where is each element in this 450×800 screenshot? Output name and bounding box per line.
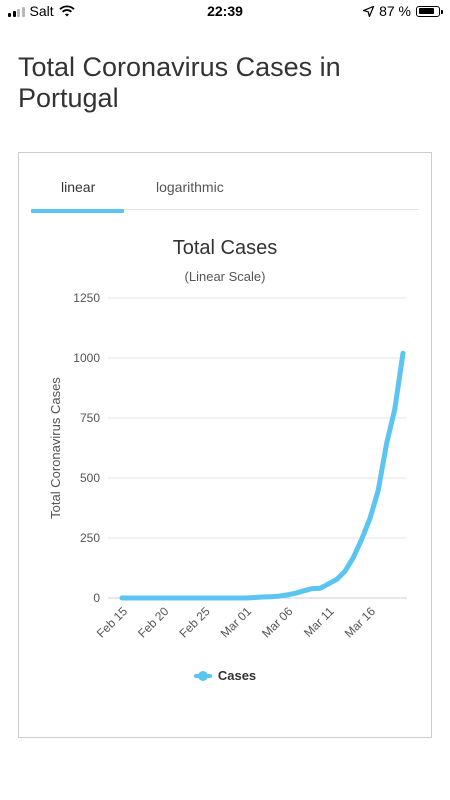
tab-logarithmic[interactable]: logarithmic bbox=[156, 179, 224, 195]
x-tick-label: Mar 16 bbox=[342, 604, 379, 641]
status-left: Salt bbox=[8, 3, 75, 19]
status-time: 22:39 bbox=[207, 3, 243, 19]
x-tick-label: Mar 11 bbox=[301, 604, 337, 640]
carrier-name: Salt bbox=[29, 3, 54, 19]
chart-subtitle: (Linear Scale) bbox=[184, 269, 266, 284]
chart-legend[interactable]: Cases bbox=[19, 668, 431, 683]
y-tick-label: 750 bbox=[80, 411, 100, 425]
y-tick-label: 0 bbox=[93, 591, 100, 605]
signal-icon bbox=[8, 6, 25, 17]
y-tick-label: 500 bbox=[80, 471, 100, 485]
status-bar: Salt 22:39 87 % bbox=[0, 0, 450, 24]
legend-label: Cases bbox=[217, 668, 257, 683]
wifi-icon bbox=[58, 5, 75, 17]
x-tick-label: Feb 15 bbox=[94, 604, 131, 641]
active-tab-indicator bbox=[31, 209, 124, 213]
chart-title: Total Cases bbox=[172, 237, 278, 259]
y-tick-label: 1000 bbox=[73, 351, 100, 365]
tab-linear[interactable]: linear bbox=[61, 179, 96, 195]
battery-fill bbox=[418, 8, 435, 14]
y-axis-title: Total Coronavirus Cases bbox=[48, 377, 63, 519]
x-tick-label: Feb 20 bbox=[135, 604, 172, 641]
y-tick-label: 1250 bbox=[73, 291, 100, 305]
battery-tip bbox=[441, 9, 443, 14]
line-chart: 0 250 500 750 1000 1250 Total Coronavirus Case… bbox=[48, 291, 407, 641]
legend-symbol bbox=[193, 670, 212, 681]
x-tick-label: Mar 06 bbox=[259, 604, 296, 641]
series-line-cases bbox=[119, 350, 406, 601]
page-title: Total Coronavirus Cases in Portugal bbox=[18, 52, 341, 113]
battery-percent: 87 % bbox=[379, 3, 411, 19]
x-tick-label: Feb 25 bbox=[176, 604, 213, 641]
x-tick-label: Mar 01 bbox=[218, 604, 255, 641]
status-right: 87 % bbox=[363, 3, 443, 19]
scale-tabs: linear logarithmic bbox=[31, 153, 419, 213]
battery-icon bbox=[416, 5, 443, 17]
location-arrow-icon bbox=[363, 5, 375, 17]
chart-card: linear logarithmic Total Cases (Linear S… bbox=[18, 152, 432, 738]
y-tick-label: 250 bbox=[80, 531, 100, 545]
